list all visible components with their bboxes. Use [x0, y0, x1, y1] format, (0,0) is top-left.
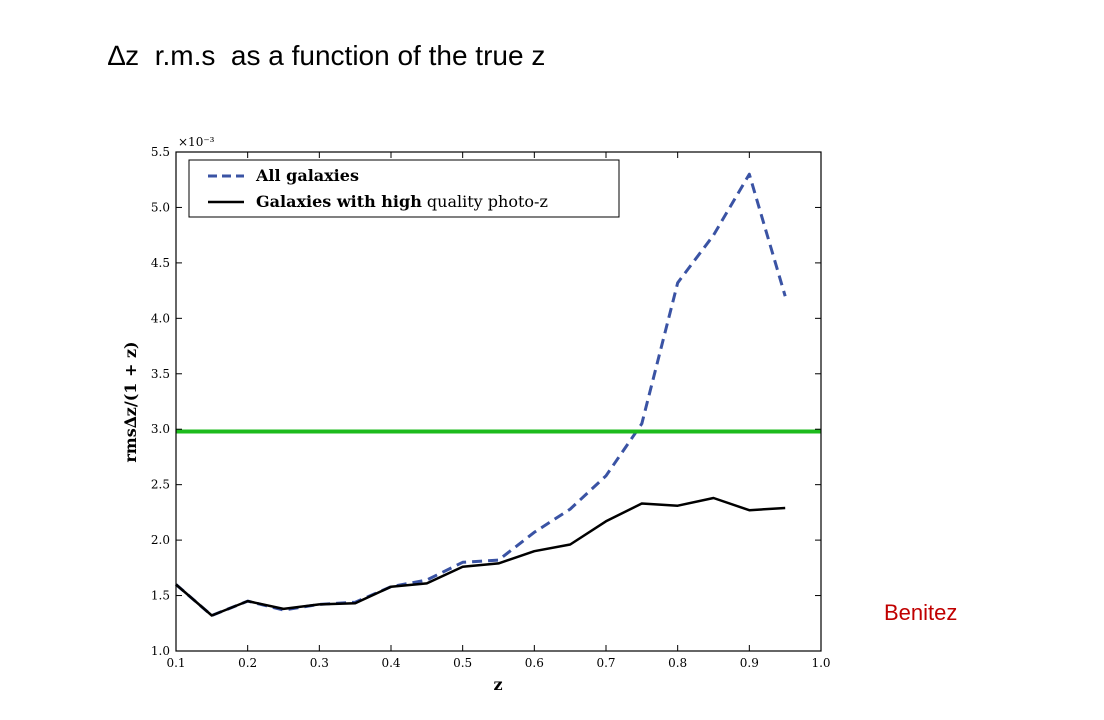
- plot-frame: [175, 151, 822, 652]
- x-axis-label: z: [493, 675, 502, 694]
- y-tick-label: 4.5: [151, 256, 170, 270]
- x-tick-label: 0.6: [525, 656, 544, 670]
- y-tick-label: 1.5: [151, 589, 170, 603]
- legend-label-part: Galaxies with: [256, 192, 381, 211]
- x-tick-label: 0.3: [310, 656, 329, 670]
- x-tick-label: 0.1: [166, 656, 185, 670]
- y-tick-label: 3.0: [151, 422, 170, 436]
- y-tick-label: 3.5: [151, 367, 170, 381]
- y-tick-label: 5.5: [151, 145, 170, 159]
- y-axis-label: rms∆z/(1 + z): [121, 341, 140, 462]
- credit-label: Benitez: [884, 600, 958, 625]
- y-tick-label: 1.0: [151, 644, 170, 658]
- x-tick-label: 0.2: [238, 656, 257, 670]
- ticks-layer: 0.1 0.2 0.3 0.4 0.5 0.6 0.7 0.8 0.9 1.0 1.0 1.5 2.0 2…: [151, 145, 831, 670]
- x-tick-label: 0.4: [381, 656, 400, 670]
- slide-title: ∆z r.m.s as a function of the true z: [108, 40, 546, 71]
- x-tick-label: 0.7: [596, 656, 615, 670]
- x-tick-label: 0.9: [740, 656, 759, 670]
- legend-box: [188, 159, 620, 218]
- y-multiplier: ×10⁻³: [178, 135, 215, 149]
- series-line-all-galaxies: [175, 172, 787, 617]
- y-tick-label: 2.5: [151, 478, 170, 492]
- y-tick-label: 5.0: [151, 200, 170, 214]
- y-tick-label: 4.0: [151, 311, 170, 325]
- x-tick-label: 0.8: [668, 656, 687, 670]
- series-line-high-quality-photo-z: [175, 496, 786, 617]
- series-layer: [175, 172, 787, 617]
- x-tick-label: 1.0: [811, 656, 830, 670]
- legend-label-high-quality: Galaxies with high quality photo-z: [256, 192, 548, 211]
- y-tick-label: 2.0: [151, 533, 170, 547]
- legend-label-all-galaxies: All galaxies: [255, 166, 359, 185]
- legend: All galaxies Galaxies with high quality …: [188, 159, 620, 218]
- legend-label-part: quality photo-z: [422, 192, 548, 211]
- legend-label-part-highlight: high: [381, 192, 422, 211]
- x-tick-label: 0.5: [453, 656, 472, 670]
